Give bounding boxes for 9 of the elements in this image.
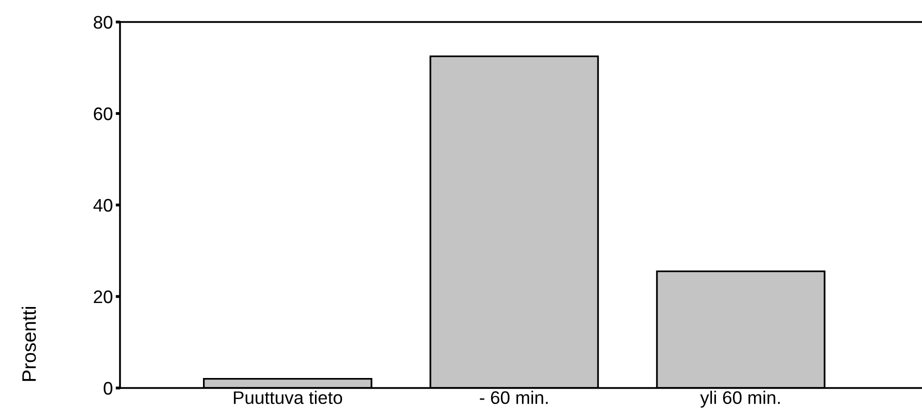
y-tick-label: 40 (93, 198, 112, 212)
y-tick-label: 60 (94, 107, 112, 120)
x-tick-label: Puuttuva tieto (234, 390, 342, 404)
y-tick-label: 20 (94, 290, 112, 304)
x-tick-label: - 60 min. (480, 390, 548, 404)
x-tick-label: yli 60 min. (700, 390, 780, 408)
y-tick-label: 80 (94, 16, 112, 29)
y-tick-label: 0 (104, 382, 112, 395)
y-axis-title: Prosentti (22, 307, 36, 381)
